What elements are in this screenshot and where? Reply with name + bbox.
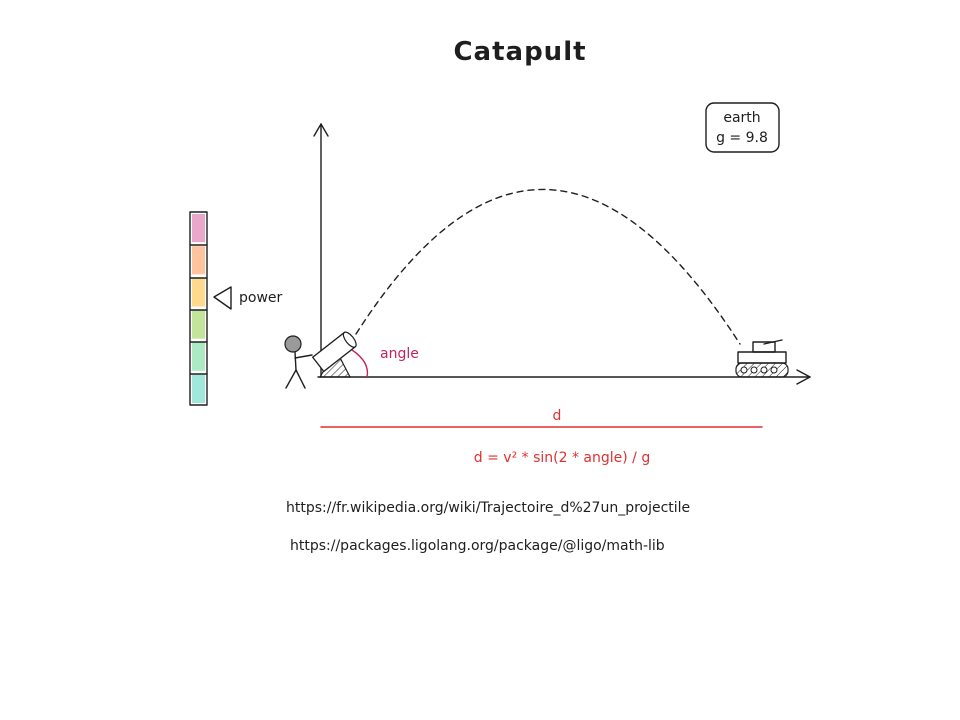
angle-label: angle bbox=[380, 346, 419, 362]
power-segment bbox=[192, 342, 205, 371]
power-bar bbox=[189, 211, 208, 406]
ligo-math-lib-link[interactable]: https://packages.ligolang.org/package/@l… bbox=[290, 538, 665, 554]
angle-arc bbox=[351, 349, 369, 378]
tank-icon bbox=[735, 339, 789, 378]
wikipedia-link[interactable]: https://fr.wikipedia.org/wiki/Trajectoir… bbox=[286, 500, 690, 516]
gravity-planet: earth bbox=[723, 110, 760, 126]
power-segment bbox=[192, 214, 205, 243]
power-segment bbox=[192, 374, 205, 403]
trajectory-curve bbox=[355, 188, 741, 345]
distance-formula: d = v² * sin(2 * angle) / g bbox=[474, 450, 650, 466]
power-segment bbox=[192, 310, 205, 339]
gravity-box: earth g = 9.8 bbox=[705, 102, 780, 153]
stick-figure-icon bbox=[284, 335, 313, 389]
power-segment bbox=[192, 246, 205, 275]
power-pointer-icon bbox=[213, 286, 232, 310]
horizontal-axis bbox=[317, 369, 811, 385]
catapult-icon bbox=[311, 331, 357, 378]
gravity-formula: g = 9.8 bbox=[716, 130, 768, 146]
diagram-title: Catapult bbox=[453, 37, 586, 67]
vertical-axis bbox=[313, 123, 329, 378]
distance-label: d bbox=[553, 408, 562, 424]
power-label: power bbox=[239, 290, 283, 306]
power-segment bbox=[192, 278, 205, 307]
